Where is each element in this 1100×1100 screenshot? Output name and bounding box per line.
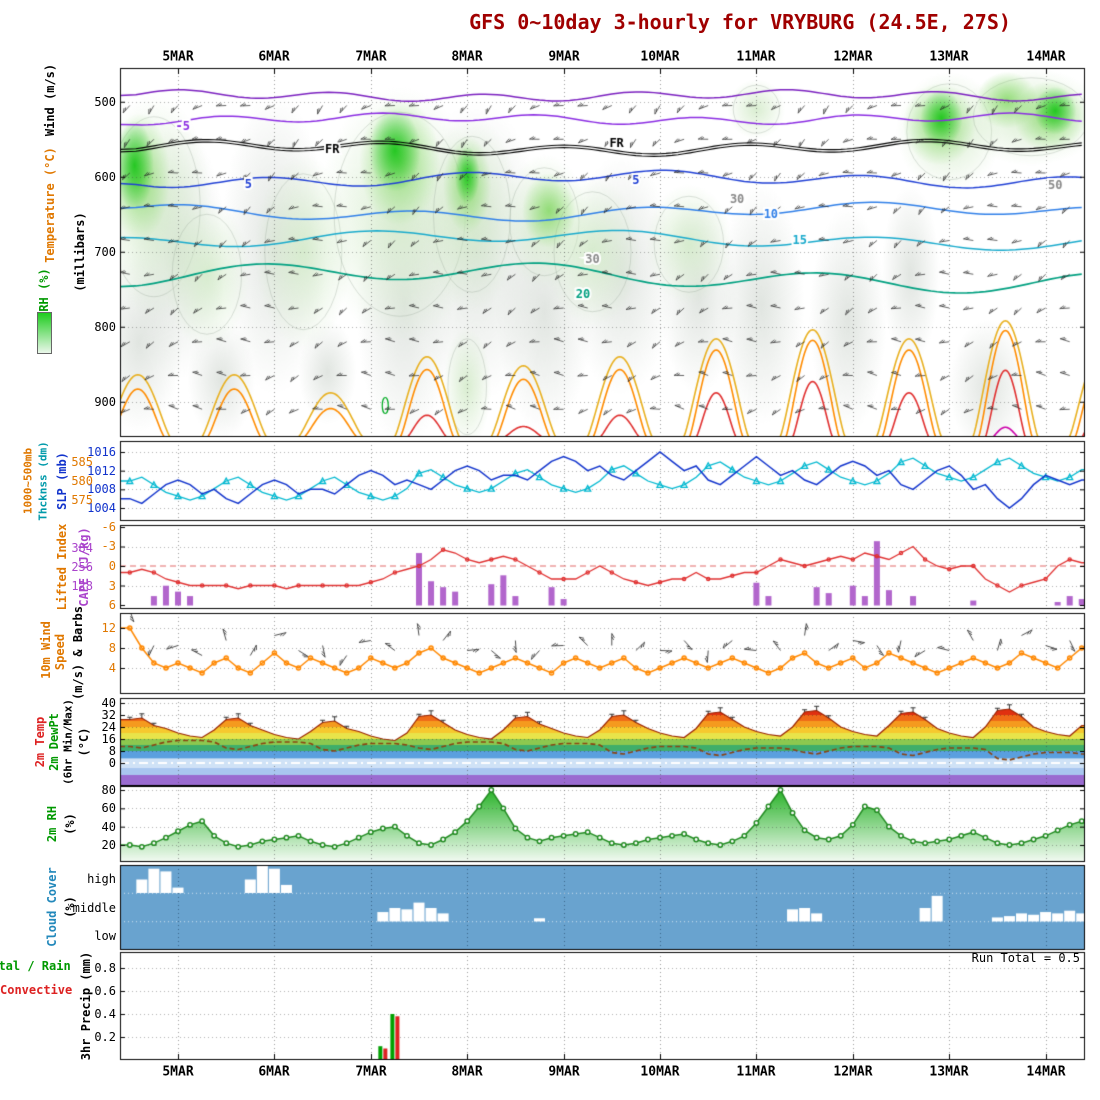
x-tick-bottom: 13MAR [929,1064,969,1080]
x-tick-top: 6MAR [258,49,290,65]
y-tick-slp: 1004 [87,501,116,515]
x-tick-bottom: 14MAR [1026,1064,1066,1080]
y-tick-slp: 1008 [87,482,116,496]
y-tick-rh: 80 [101,783,116,797]
y-tick-cloud: low [94,929,116,943]
x-tick-bottom: 12MAR [833,1064,873,1080]
label-lifted-index: Lifted Index [55,523,69,611]
x-tick-top: 9MAR [548,49,580,65]
y-tick-wind: 8 [108,641,116,655]
x-tick-top: 14MAR [1026,49,1066,65]
y-tick-li: -6 [101,520,116,534]
y-tick-cloud: middle [72,901,116,915]
y-tick-rh: 40 [101,820,116,834]
y-tick-thickness: 580 [71,474,93,488]
y-tick-temp: 0 [108,756,116,770]
x-tick-top: 8MAR [451,49,483,65]
run-total-text: Run Total = 0.5 [971,951,1080,965]
label-ms-barbs: (m/s) & Barbs [71,606,85,700]
y-tick-li: 6 [108,598,116,612]
x-tick-bottom: 9MAR [548,1064,580,1080]
label-millibars: (millibars) [73,212,87,292]
y-tick-cape: 128 [71,579,93,593]
y-tick-temp: 40 [101,696,116,710]
label-wind-ms: Wind (m/s) [43,63,57,137]
y-tick-cloud: high [87,872,116,886]
label-temperature: Temperature (°C) [43,147,57,263]
y-tick-rh: 60 [101,801,116,815]
y-tick-pressure: 700 [94,245,116,259]
label-precip-convective: Convective [0,983,73,997]
label-rh: RH (%) [37,268,51,312]
x-tick-top: 10MAR [640,49,680,65]
x-tick-top: 11MAR [736,49,776,65]
y-tick-precip: 0.2 [94,1030,116,1044]
y-tick-temp: 16 [101,732,116,746]
label-2m-rh: 2m RH [45,805,59,843]
y-tick-thickness: 585 [71,455,93,469]
label-degc: (°C) [77,727,91,757]
y-tick-wind: 12 [101,621,116,635]
y-tick-precip: 0.4 [94,1007,116,1021]
y-tick-rh: 20 [101,838,116,852]
y-tick-pressure: 800 [94,320,116,334]
label-thickness-2: Thcknss (dm) [36,441,50,521]
y-tick-temp: 8 [108,744,116,758]
x-tick-bottom: 7MAR [355,1064,387,1080]
x-tick-top: 5MAR [162,49,194,65]
rh-colorbar [37,312,52,354]
x-tick-bottom: 10MAR [640,1064,680,1080]
y-tick-pressure: 600 [94,170,116,184]
y-tick-precip: 0.6 [94,984,116,998]
x-tick-bottom: 8MAR [451,1064,483,1080]
label-slp: SLP (mb) [55,452,69,510]
y-tick-temp: 32 [101,708,116,722]
y-tick-li: 3 [108,579,116,593]
x-tick-top: 7MAR [355,49,387,65]
y-tick-slp: 1016 [87,445,116,459]
x-tick-top: 13MAR [929,49,969,65]
label-precip-total: Total / Rain [0,959,71,973]
y-tick-li: -3 [101,539,116,553]
page-title: GFS 0~10day 3-hourly for VRYBURG (24.5E,… [469,10,1011,34]
y-tick-temp: 24 [101,720,116,734]
y-tick-cape: 256 [71,560,93,574]
x-tick-bottom: 11MAR [736,1064,776,1080]
label-2m-dewpt: 2m DewPt [47,713,61,771]
y-tick-precip: 0.8 [94,961,116,975]
y-tick-slp: 1012 [87,464,116,478]
label-3hr-precip: 3hr Precip (mm) [79,951,93,1061]
y-tick-pressure: 900 [94,395,116,409]
label-thickness-1: 1000~500mb [21,447,35,515]
label-10m-wind: 10m Wind [39,621,53,679]
label-6hr-minmax: (6hr Min/Max) [61,698,75,786]
label-10m-wind-speed: Speed [53,633,67,671]
y-tick-thickness: 575 [71,493,93,507]
x-tick-top: 12MAR [833,49,873,65]
y-tick-li: 0 [108,559,116,573]
label-rh-pct: (%) [63,813,77,835]
x-tick-bottom: 6MAR [258,1064,290,1080]
y-tick-cape: 384 [71,541,93,555]
label-cloud-cover: Cloud Cover [45,867,59,947]
y-tick-pressure: 500 [94,95,116,109]
y-tick-wind: 4 [108,661,116,675]
x-tick-bottom: 5MAR [162,1064,194,1080]
label-2m-temp: 2m Temp [33,716,47,768]
